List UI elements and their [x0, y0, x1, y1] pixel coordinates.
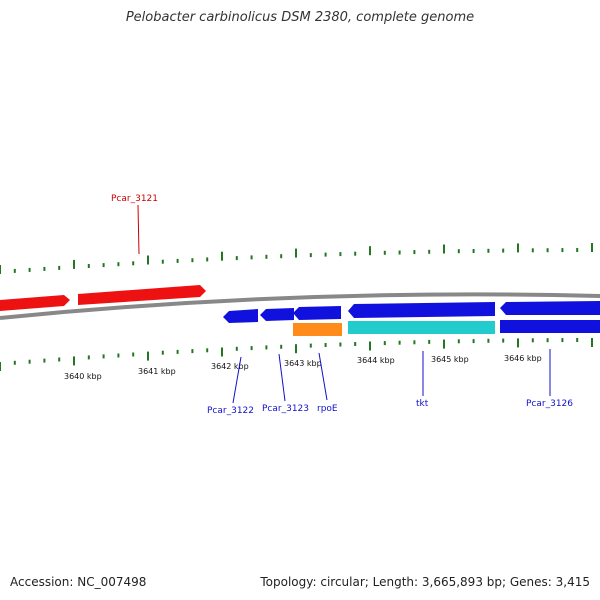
gene-pcar-3122[interactable] [223, 309, 258, 323]
label-pcar-3126[interactable]: Pcar_3126 [526, 399, 573, 409]
label-pcar-3123[interactable]: Pcar_3123 [262, 404, 309, 414]
forward-strand-ticks [0, 243, 593, 274]
leader-pcar-3123 [278, 353, 286, 402]
genome-backbone [0, 292, 600, 320]
rna-feature-orange[interactable] [293, 323, 342, 336]
rna-feature-blue[interactable] [500, 320, 600, 333]
gene-pcar-3123[interactable] [260, 308, 294, 321]
leader-pcar-3121 [137, 204, 140, 255]
label-pcar-3121[interactable]: Pcar_3121 [111, 194, 158, 204]
leader-pcar-3122 [232, 356, 242, 404]
genome-summary-text: Topology: circular; Length: 3,665,893 bp… [260, 575, 590, 589]
scale-label-3641: 3641 kbp [138, 367, 176, 376]
scale-label-3643: 3643 kbp [284, 359, 322, 368]
gene-tkt[interactable] [348, 302, 495, 318]
leader-rpoe [318, 352, 328, 401]
gene-pcar-3121[interactable] [78, 285, 206, 305]
scale-label-3642: 3642 kbp [211, 362, 249, 371]
accession-text: Accession: NC_007498 [10, 575, 147, 589]
scale-label-3645: 3645 kbp [431, 355, 469, 364]
map-title: Pelobacter carbinolicus DSM 2380, comple… [125, 10, 475, 25]
label-pcar-3122[interactable]: Pcar_3122 [207, 406, 254, 416]
rna-feature-cyan[interactable] [348, 321, 495, 334]
scale-label-3640: 3640 kbp [64, 372, 102, 381]
label-tkt[interactable]: tkt [416, 399, 429, 409]
scale-label-3646: 3646 kbp [504, 354, 542, 363]
label-rpoe[interactable]: rpoE [317, 404, 338, 414]
gene-pcar-3126[interactable] [500, 301, 600, 315]
gene-forward-1[interactable] [0, 295, 70, 311]
gene-rpoe[interactable] [293, 306, 341, 320]
scale-label-3644: 3644 kbp [357, 356, 395, 365]
scale-ticks [0, 338, 593, 371]
